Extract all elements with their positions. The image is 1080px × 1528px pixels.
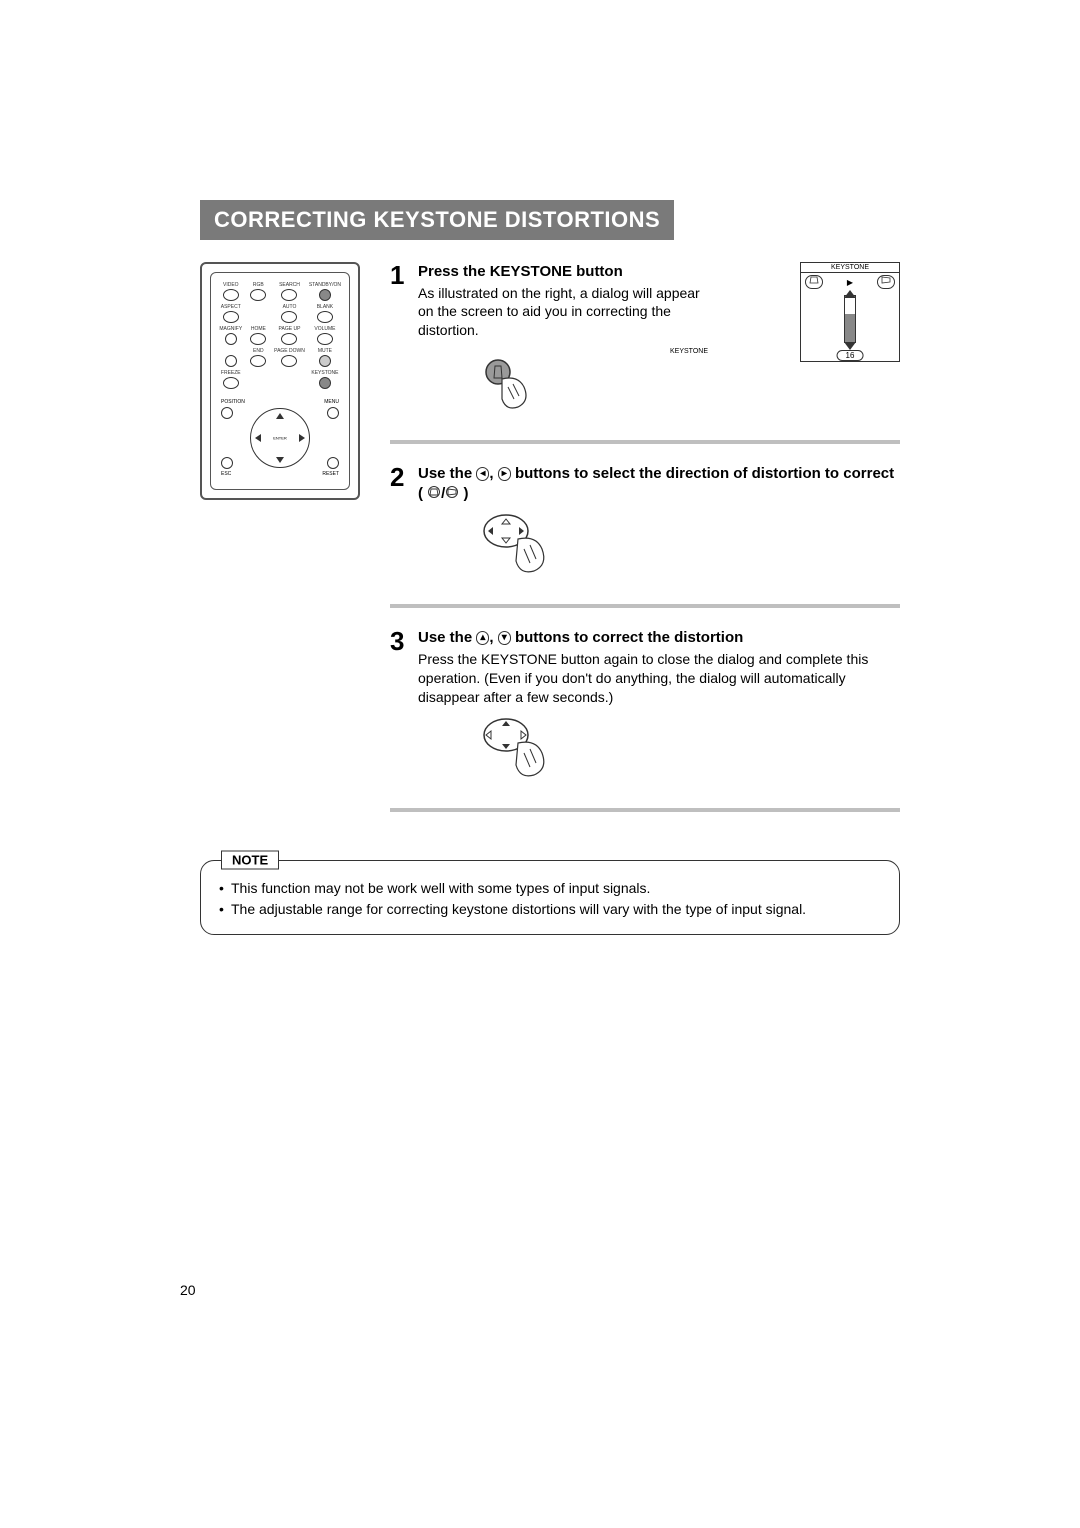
- remote-label: BLANK: [317, 305, 333, 310]
- step-text: Press the KEYSTONE button again to close…: [418, 650, 900, 707]
- manual-page: CORRECTING KEYSTONE DISTORTIONS VIDEO RG…: [0, 0, 1080, 1528]
- rgb-button[interactable]: [250, 289, 266, 301]
- step-title-part: buttons to correct the distortion: [515, 629, 743, 646]
- freeze-button[interactable]: [223, 377, 239, 389]
- keystone-dialog-illustration: KEYSTONE ▶ 16: [800, 262, 900, 362]
- search-button[interactable]: [281, 289, 297, 301]
- remote-label: FREEZE: [221, 371, 241, 376]
- end-button[interactable]: [250, 355, 266, 367]
- note-box: NOTE This function may not be work well …: [200, 860, 900, 936]
- remote-label: END: [253, 349, 264, 354]
- position-button[interactable]: [221, 407, 233, 419]
- play-icon: ▶: [847, 278, 853, 287]
- dpad-ud-illustration: [478, 715, 900, 790]
- keystone-button[interactable]: [319, 377, 331, 389]
- remote-label: HOME: [251, 327, 266, 332]
- remote-label: SEARCH: [279, 283, 300, 288]
- pageup-button[interactable]: [281, 333, 297, 345]
- section-title: CORRECTING KEYSTONE DISTORTIONS: [200, 200, 674, 240]
- content-row: VIDEO RGB SEARCH STANDBY/ON ASPECT AUTO …: [200, 262, 900, 832]
- esc-button[interactable]: [221, 457, 233, 469]
- dpad-label: MENU: [324, 399, 339, 405]
- remote-label: MAGNIFY: [219, 327, 242, 332]
- up-button-icon: ▴: [476, 631, 489, 645]
- mute-button[interactable]: [319, 355, 331, 367]
- step-title-part: ): [464, 485, 469, 502]
- trap-v-icon: [805, 275, 823, 289]
- remote-label: VIDEO: [223, 283, 239, 288]
- trap-h-icon: [877, 275, 895, 289]
- step-title: Use the ◂, ▸ buttons to select the direc…: [418, 464, 900, 503]
- step-text: As illustrated on the right, a dialog wi…: [418, 284, 718, 341]
- step-number: 2: [390, 464, 418, 490]
- standby-button[interactable]: [319, 289, 331, 301]
- magnify-on-button[interactable]: [225, 333, 237, 345]
- video-button[interactable]: [223, 289, 239, 301]
- dpad-label: RESET: [322, 471, 339, 477]
- left-button-icon: ◂: [476, 467, 489, 481]
- remote-label: RGB: [253, 283, 264, 288]
- note-item: The adjustable range for correcting keys…: [219, 900, 881, 919]
- dpad-enter-label: ENTER: [273, 436, 287, 441]
- magnify-off-button[interactable]: [225, 355, 237, 367]
- dpad-label: ESC: [221, 471, 231, 477]
- aspect-button[interactable]: [223, 311, 239, 323]
- dpad[interactable]: ENTER: [250, 408, 310, 468]
- hand-dpad-icon: [478, 715, 568, 785]
- remote-label: STANDBY/ON: [309, 283, 341, 288]
- remote-control: VIDEO RGB SEARCH STANDBY/ON ASPECT AUTO …: [210, 272, 350, 490]
- auto-button[interactable]: [281, 311, 297, 323]
- trap-v-icon: [427, 484, 441, 504]
- dialog-title: KEYSTONE: [801, 263, 899, 273]
- reset-button[interactable]: [327, 457, 339, 469]
- remote-column: VIDEO RGB SEARCH STANDBY/ON ASPECT AUTO …: [200, 262, 360, 832]
- remote-label: PAGE DOWN: [274, 349, 305, 354]
- step-title: Use the ▴, ▾ buttons to correct the dist…: [418, 628, 900, 648]
- menu-button[interactable]: [327, 407, 339, 419]
- volume-button[interactable]: [317, 333, 333, 345]
- right-button-icon: ▸: [498, 467, 511, 481]
- dpad-lr-illustration: [478, 511, 900, 586]
- note-label: NOTE: [221, 850, 279, 869]
- remote-label: PAGE UP: [279, 327, 301, 332]
- hand-press-icon: [478, 357, 548, 417]
- step-title-part: Use the: [418, 629, 476, 646]
- trap-h-icon: [445, 484, 459, 504]
- steps-column: KEYSTONE ▶ 16: [360, 262, 900, 832]
- remote-outline: VIDEO RGB SEARCH STANDBY/ON ASPECT AUTO …: [200, 262, 360, 500]
- home-button[interactable]: [250, 333, 266, 345]
- remote-label: AUTO: [283, 305, 297, 310]
- down-button-icon: ▾: [498, 631, 511, 645]
- dialog-value: 16: [837, 350, 864, 361]
- step-2: 2 Use the ◂, ▸ buttons to select the dir…: [390, 464, 900, 608]
- note-item: This function may not be work well with …: [219, 879, 881, 898]
- remote-label: KEYSTONE: [311, 371, 338, 376]
- step-3: 3 Use the ▴, ▾ buttons to correct the di…: [390, 628, 900, 811]
- step-title-part: Use the: [418, 465, 476, 482]
- step-number: 3: [390, 628, 418, 654]
- remote-label: ASPECT: [221, 305, 241, 310]
- arrow-down-icon: [844, 342, 856, 350]
- remote-label: VOLUME: [314, 327, 335, 332]
- pagedown-button[interactable]: [281, 355, 297, 367]
- blank-button[interactable]: [317, 311, 333, 323]
- dpad-area: POSITION MENU ESC RESET ENTER: [219, 401, 341, 475]
- remote-label: MUTE: [318, 349, 332, 354]
- hand-dpad-icon: [478, 511, 568, 581]
- step-number: 1: [390, 262, 418, 288]
- dpad-label: POSITION: [221, 399, 245, 405]
- page-number: 20: [180, 1282, 196, 1298]
